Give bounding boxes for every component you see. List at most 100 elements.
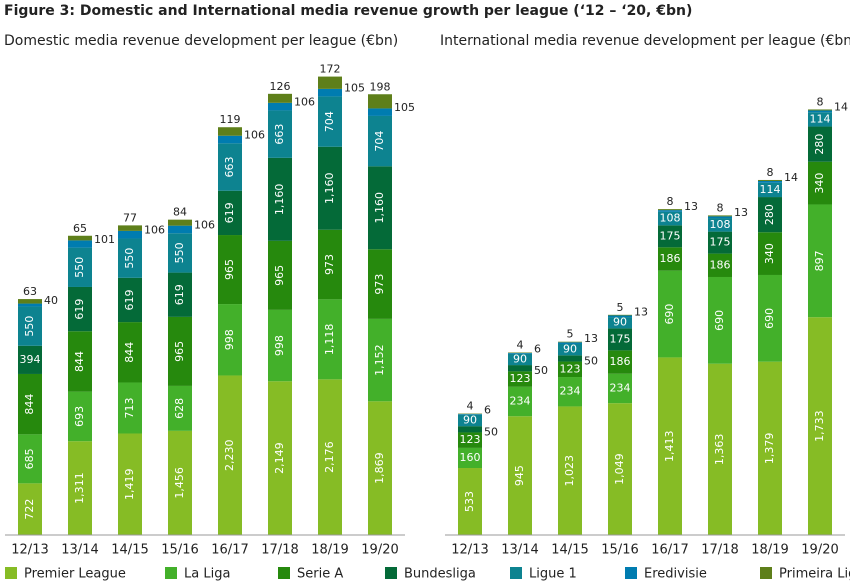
value-label: 945	[513, 465, 526, 486]
value-label: 198	[370, 80, 391, 93]
x-tick-label: 19/20	[801, 543, 838, 558]
bar-segment	[508, 386, 532, 417]
value-label: 50	[534, 364, 548, 377]
value-label: 394	[20, 353, 41, 366]
value-label: 693	[73, 406, 86, 427]
value-label: 50	[584, 354, 598, 367]
value-label: 6	[484, 403, 491, 416]
bar-segment	[18, 306, 42, 346]
bar-segment	[218, 143, 242, 191]
bar-segment	[508, 416, 532, 535]
bar-segment	[608, 317, 632, 329]
value-label: 90	[463, 414, 477, 427]
bar-segment	[218, 190, 242, 236]
value-label: 704	[373, 131, 386, 152]
bar-segment	[508, 353, 532, 366]
legend-label: Serie A	[297, 567, 343, 582]
value-label: 101	[94, 233, 115, 246]
bar-segment	[458, 447, 482, 469]
bar-segment	[18, 303, 42, 307]
bar-segment	[708, 363, 732, 535]
legend-label: Premier League	[24, 567, 126, 582]
bar-segment	[458, 414, 482, 427]
bar-segment	[68, 247, 92, 287]
bar-segment	[708, 276, 732, 364]
value-label: 108	[660, 212, 681, 225]
value-label: 619	[123, 289, 136, 310]
legend-swatch	[625, 567, 637, 579]
value-label: 40	[44, 294, 58, 307]
value-label: 1,419	[123, 468, 136, 500]
value-label: 106	[144, 224, 165, 237]
value-label: 2,149	[273, 442, 286, 474]
bar-segment	[318, 229, 342, 300]
bar-segment	[168, 272, 192, 317]
x-tick-label: 18/19	[311, 543, 348, 558]
value-label: 2,176	[323, 441, 336, 473]
value-label: 619	[73, 299, 86, 320]
value-label: 340	[763, 243, 776, 264]
value-label: 844	[23, 394, 36, 415]
legend-swatch	[510, 567, 522, 579]
value-label: 550	[73, 257, 86, 278]
value-label: 690	[663, 304, 676, 325]
value-label: 550	[23, 316, 36, 337]
chart-subtitle: International media revenue development …	[440, 33, 850, 49]
bar-segment	[218, 127, 242, 136]
bar-segment	[168, 219, 192, 226]
legend-label: Bundesliga	[404, 567, 476, 582]
value-label: 1,152	[373, 344, 386, 376]
value-label: 4	[517, 339, 524, 352]
bar-segment	[268, 381, 292, 535]
bar-segment	[658, 211, 682, 226]
legend-swatch	[165, 567, 177, 579]
bar-segment	[168, 430, 192, 535]
bar-segment	[68, 240, 92, 248]
value-label: 123	[510, 372, 531, 385]
legend-label: Eredivisie	[644, 567, 707, 582]
value-label: 965	[273, 265, 286, 286]
bar-segment	[608, 403, 632, 535]
value-label: 1,160	[373, 192, 386, 224]
bar-segment	[508, 365, 532, 372]
bar-segment	[318, 299, 342, 380]
bar-segment	[608, 328, 632, 351]
value-label: 897	[813, 250, 826, 271]
value-label: 2,230	[223, 439, 236, 471]
value-label: 1,049	[613, 453, 626, 485]
bar-segment	[118, 322, 142, 383]
bar-segment	[608, 350, 632, 374]
bar-segment	[808, 112, 832, 127]
bar-segment	[68, 391, 92, 442]
value-label: 106	[194, 218, 215, 231]
value-label: 4	[467, 400, 474, 413]
bar-segment	[18, 299, 42, 304]
value-label: 114	[760, 183, 781, 196]
bar-segment	[708, 253, 732, 277]
x-tick-label: 13/14	[501, 543, 538, 558]
value-label: 1,456	[173, 467, 186, 499]
bar-segment	[368, 115, 392, 167]
value-label: 1,363	[713, 434, 726, 466]
value-label: 6	[534, 342, 541, 355]
bar-segment	[658, 270, 682, 358]
bar-segment	[458, 414, 482, 415]
bar-segment	[458, 413, 482, 415]
value-label: 1,413	[663, 430, 676, 462]
bar-segment	[758, 197, 782, 233]
bar-segment	[558, 342, 582, 344]
bar-segment	[368, 249, 392, 319]
legend-label: La Liga	[184, 567, 230, 582]
value-label: 722	[23, 499, 36, 520]
value-label: 105	[344, 82, 365, 95]
value-label: 106	[244, 129, 265, 142]
bar-segment	[368, 166, 392, 250]
value-label: 965	[173, 341, 186, 362]
bar-segment	[808, 110, 832, 113]
value-label: 690	[713, 310, 726, 331]
value-label: 1,023	[563, 455, 576, 487]
bar-segment	[758, 232, 782, 275]
value-label: 5	[567, 328, 574, 341]
